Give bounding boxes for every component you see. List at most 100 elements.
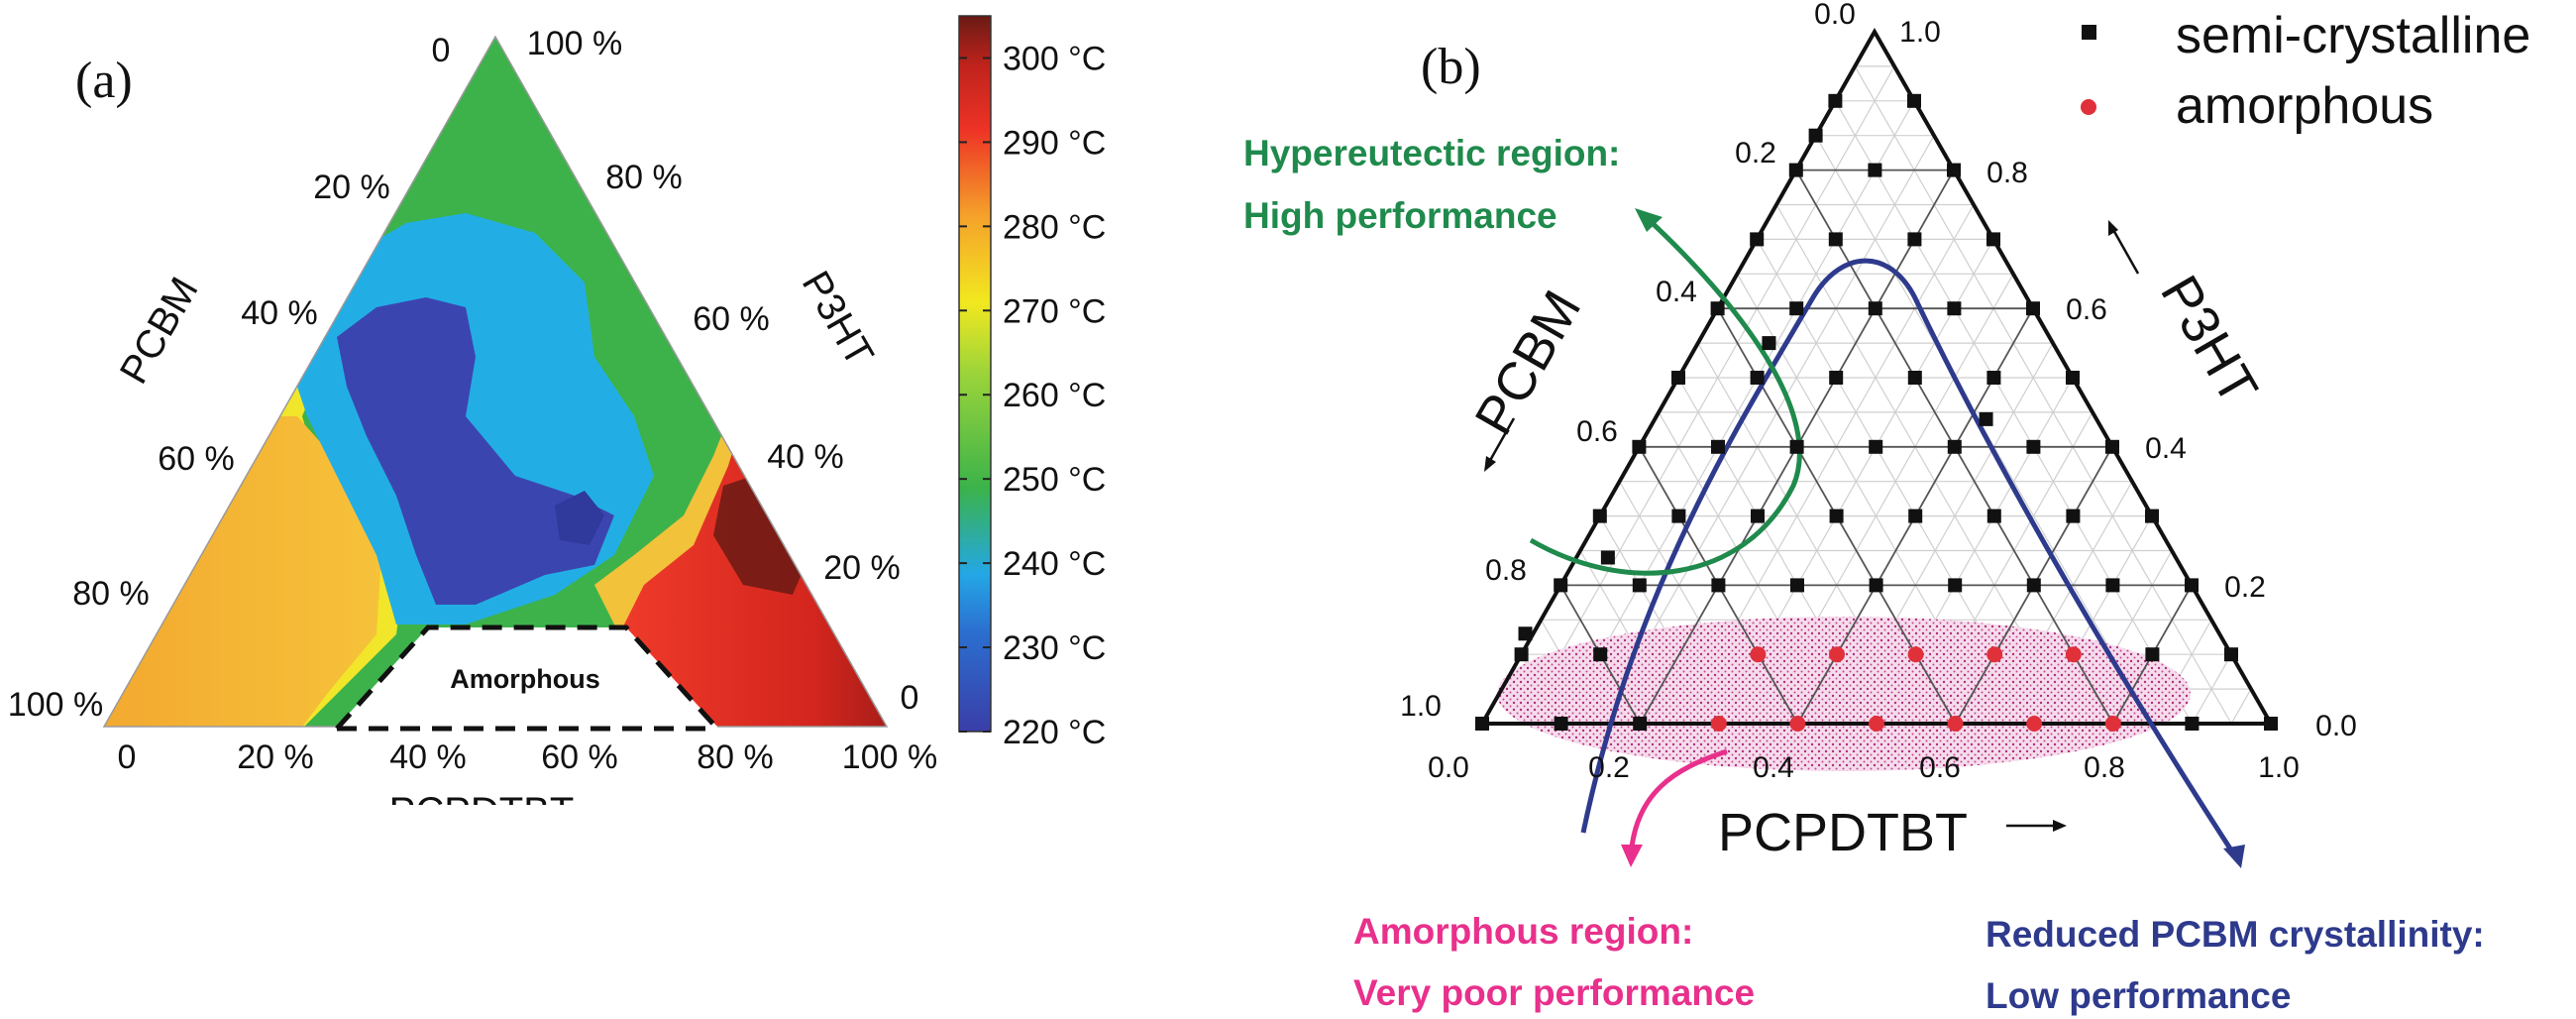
semi-crystalline-point bbox=[2026, 439, 2041, 454]
hypereutectic-label-line1: Hypereutectic region: bbox=[1243, 133, 1620, 173]
reduced-label-line2: Low performance bbox=[1986, 975, 2291, 1016]
semi-crystalline-point bbox=[1868, 301, 1882, 316]
minor-grid-line bbox=[1521, 65, 1895, 725]
semi-crystalline-point bbox=[1790, 578, 1804, 593]
semi-crystalline-point bbox=[1808, 128, 1823, 143]
amorphous-region-fill bbox=[337, 627, 717, 734]
left-tick-5: 1.0 bbox=[1400, 690, 1442, 723]
left-tick-5: 100 % bbox=[8, 686, 103, 724]
left-tick-1: 0.2 bbox=[1735, 137, 1776, 170]
amorphous-label: Amorphous bbox=[450, 664, 600, 694]
amorphous-point bbox=[1710, 716, 1727, 732]
amorphous-point bbox=[1947, 716, 1964, 732]
amorphous-region-label-line2: Very poor performance bbox=[1353, 972, 1755, 1013]
semi-crystalline-point bbox=[1947, 301, 1962, 316]
bottom-tick-3: 60 % bbox=[541, 738, 618, 776]
right-tick-4: 0.2 bbox=[2224, 571, 2266, 604]
minor-grid-line bbox=[2230, 688, 2252, 725]
bottom-tick-3: 0.6 bbox=[1919, 751, 1961, 784]
hypereutectic-arrowhead bbox=[1635, 208, 1663, 232]
colorbar: 300 °C 290 °C 280 °C 270 °C 260 °C 250 °C 240 … bbox=[958, 15, 1106, 751]
semi-crystalline-point bbox=[1475, 717, 1489, 731]
semi-crystalline-point bbox=[1986, 509, 2001, 523]
semi-crystalline-point bbox=[1828, 93, 1843, 108]
semi-crystalline-point bbox=[1632, 439, 1647, 454]
annotation-hypereutectic: Hypereutectic region: High performance bbox=[1243, 133, 1620, 236]
bottom-tick-1: 20 % bbox=[237, 738, 314, 776]
axis-label-crop-mask bbox=[376, 805, 594, 835]
semi-crystalline-point bbox=[2026, 578, 2041, 593]
left-tick-2: 40 % bbox=[241, 294, 318, 332]
semi-crystalline-point bbox=[1750, 371, 1765, 385]
panel-a-left-ticks: 0 20 % 40 % 60 % 80 % 100 % bbox=[8, 32, 451, 724]
semi-crystalline-point bbox=[2026, 301, 2040, 316]
minor-grid-line bbox=[1854, 65, 2232, 725]
semi-crystalline-point bbox=[2264, 717, 2278, 731]
semi-crystalline-point bbox=[1947, 163, 1961, 177]
colorbar-tick-label: 260 °C bbox=[1003, 377, 1106, 414]
semi-crystalline-point bbox=[1986, 371, 2001, 385]
amorphous-arrowhead bbox=[1621, 845, 1643, 867]
amorphous-arrow-curve bbox=[1628, 748, 1728, 858]
semi-crystalline-point bbox=[2105, 578, 2120, 593]
heatmap-blue-region bbox=[337, 297, 614, 605]
semi-crystalline-point bbox=[1671, 509, 1686, 523]
semi-crystalline-point bbox=[1633, 717, 1648, 731]
panel-b-left-axis-label: PCBM bbox=[1463, 281, 1592, 444]
semi-crystalline-point bbox=[2185, 717, 2200, 731]
colorbar-tick-label: 300 °C bbox=[1003, 40, 1106, 77]
panel-b-bottom-axis-label: PCPDTBT bbox=[1718, 803, 1968, 862]
panel-b-right-axis-label: P3HT bbox=[2149, 266, 2269, 414]
colorbar-tick-label: 230 °C bbox=[1003, 629, 1106, 667]
right-axis-arrowhead bbox=[2108, 220, 2118, 236]
reduced-crystallinity-curve bbox=[1580, 258, 2242, 864]
semi-crystalline-point bbox=[1907, 93, 1921, 108]
semi-crystalline-point bbox=[1869, 578, 1883, 593]
semi-crystalline-point bbox=[2185, 578, 2199, 593]
semi-crystalline-point bbox=[1592, 509, 1607, 523]
semi-crystalline-point bbox=[1554, 578, 1568, 593]
semi-crystalline-point bbox=[1948, 578, 1963, 593]
semi-crystalline-point bbox=[2145, 509, 2159, 523]
semi-crystalline-point bbox=[2066, 509, 2081, 523]
bottom-tick-5: 1.0 bbox=[2258, 751, 2300, 784]
right-tick-5: 0 bbox=[901, 679, 919, 717]
right-tick-0: 100 % bbox=[527, 25, 622, 62]
semi-crystalline-point bbox=[1554, 717, 1568, 731]
semi-crystalline-point bbox=[2224, 647, 2238, 662]
reduced-label-line1: Reduced PCBM crystallinity: bbox=[1986, 914, 2485, 955]
panel-a-right-ticks: 100 % 80 % 60 % 40 % 20 % 0 bbox=[527, 25, 919, 717]
panel-b-right-ticks: 1.0 0.8 0.6 0.4 0.2 0.0 bbox=[1899, 16, 2357, 742]
colorbar-tick-label: 280 °C bbox=[1003, 208, 1106, 246]
amorphous-point bbox=[1789, 716, 1806, 732]
semi-crystalline-point bbox=[1518, 626, 1533, 641]
reduced-crystallinity-arrowhead bbox=[2223, 845, 2245, 868]
semi-crystalline-point bbox=[1750, 232, 1765, 247]
hypereutectic-label-line2: High performance bbox=[1243, 195, 1557, 236]
colorbar-tick-label: 220 °C bbox=[1003, 714, 1106, 751]
semi-crystalline-point bbox=[1947, 439, 1962, 454]
left-tick-2: 0.4 bbox=[1656, 276, 1697, 308]
semi-crystalline-point bbox=[1907, 232, 1922, 247]
amorphous-point bbox=[1829, 646, 1845, 663]
colorbar-ticks: 300 °C 290 °C 280 °C 270 °C 260 °C 250 °C 240 … bbox=[959, 40, 1106, 751]
legend-label-amorphous: amorphous bbox=[2176, 77, 2433, 135]
bottom-tick-2: 40 % bbox=[389, 738, 467, 776]
semi-crystalline-point bbox=[1907, 371, 1922, 385]
ternary-b-points bbox=[1475, 93, 2278, 732]
semi-crystalline-point bbox=[1514, 647, 1529, 662]
left-axis-arrowhead bbox=[1484, 456, 1496, 472]
left-axis-arrow-line bbox=[1486, 417, 1516, 465]
semi-crystalline-point bbox=[2105, 439, 2119, 454]
semi-crystalline-point bbox=[1789, 301, 1804, 316]
right-tick-1: 0.8 bbox=[1986, 157, 2028, 189]
panel-a-label: (a) bbox=[75, 53, 133, 109]
minor-grid-line bbox=[1599, 135, 1935, 725]
semi-crystalline-point bbox=[1869, 439, 1883, 454]
amorphous-point bbox=[1750, 646, 1767, 663]
semi-crystalline-point bbox=[1789, 439, 1804, 454]
amorphous-point bbox=[2065, 646, 2082, 663]
left-tick-1: 20 % bbox=[313, 169, 390, 206]
right-tick-4: 20 % bbox=[823, 549, 901, 587]
